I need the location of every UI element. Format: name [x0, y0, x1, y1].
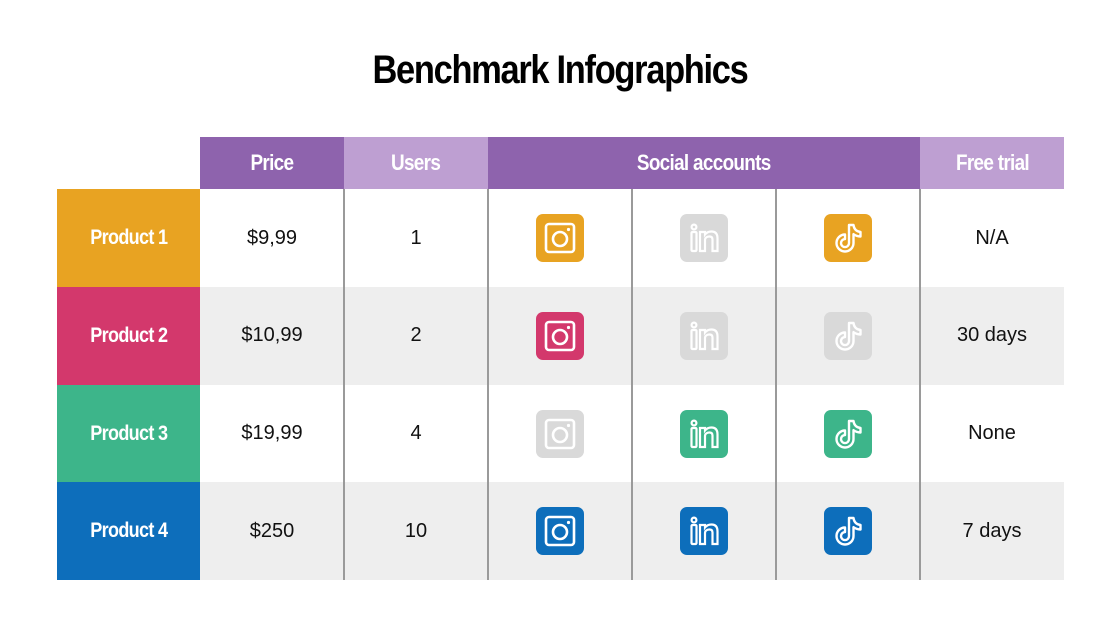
- price-cell: $10,99: [241, 324, 303, 347]
- tiktok-icon: [824, 507, 872, 556]
- tiktok-icon: [824, 409, 872, 458]
- users-cell: 1: [410, 226, 422, 249]
- instagram-icon: [536, 409, 584, 458]
- header-social-accounts: Social accounts: [488, 137, 920, 189]
- header-free-trial: Free trial: [920, 137, 1064, 189]
- instagram-cell: [488, 287, 632, 385]
- price-cell: $9,99: [246, 226, 298, 249]
- product-label: Product 3: [57, 384, 200, 483]
- product-label: Product 1: [57, 189, 200, 287]
- instagram-cell: [488, 385, 632, 483]
- free-trial-cell: None: [968, 422, 1016, 444]
- users-cell: 10: [404, 519, 428, 542]
- free-trial-cell: 30 days: [956, 324, 1028, 347]
- instagram-icon: [536, 214, 584, 262]
- column-divider: [919, 189, 921, 580]
- column-divider: [343, 189, 345, 580]
- product-label: Product 2: [57, 286, 200, 385]
- tiktok-cell: [776, 482, 920, 580]
- free-trial-cell: N/A: [975, 226, 1009, 249]
- tiktok-cell: [776, 287, 920, 385]
- column-divider: [487, 189, 489, 580]
- instagram-icon: [536, 507, 584, 556]
- tiktok-icon: [824, 311, 872, 360]
- instagram-icon: [536, 311, 584, 360]
- linkedin-cell: [632, 287, 776, 385]
- linkedin-icon: [680, 214, 728, 262]
- linkedin-icon: [680, 311, 728, 360]
- product-label: Product 4: [57, 482, 200, 581]
- page-title: Benchmark Infographics: [372, 48, 749, 92]
- header-users: Users: [344, 137, 488, 189]
- instagram-cell: [488, 482, 632, 580]
- table-row: Product 4 $250 10 7 days: [57, 482, 1064, 581]
- users-cell: 4: [410, 422, 422, 444]
- linkedin-icon: [680, 409, 728, 458]
- tiktok-cell: [776, 189, 920, 287]
- instagram-cell: [488, 189, 632, 287]
- linkedin-cell: [632, 189, 776, 287]
- linkedin-icon: [680, 507, 728, 556]
- column-divider: [775, 189, 777, 580]
- price-cell: $250: [249, 519, 295, 542]
- table-row: Product 1 $9,99 1 N/A: [57, 189, 1064, 287]
- column-divider: [631, 189, 633, 580]
- price-cell: $19,99: [241, 422, 303, 444]
- tiktok-icon: [824, 214, 872, 262]
- linkedin-cell: [632, 482, 776, 580]
- table-row: Product 3 $19,99 4 None: [57, 384, 1064, 483]
- users-cell: 2: [410, 324, 422, 347]
- free-trial-cell: 7 days: [962, 519, 1022, 542]
- header-price: Price: [200, 137, 344, 189]
- linkedin-cell: [632, 385, 776, 483]
- table-row: Product 2 $10,99 2 30 days: [57, 286, 1064, 385]
- tiktok-cell: [776, 385, 920, 483]
